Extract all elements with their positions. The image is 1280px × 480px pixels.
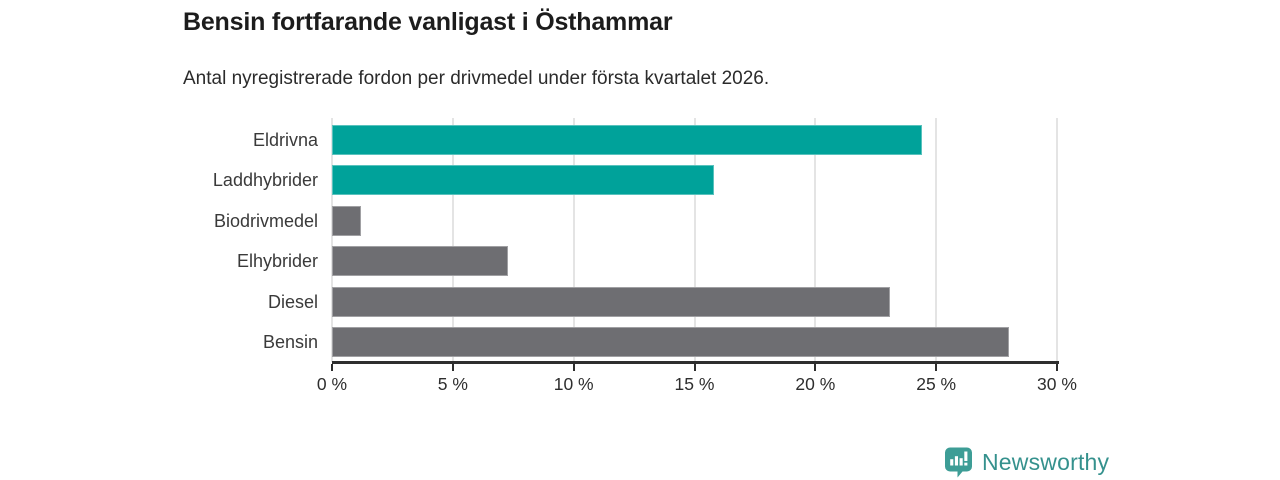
bar-biodrivmedel xyxy=(332,205,361,236)
gridline-15 xyxy=(693,118,696,362)
x-tick-25 xyxy=(935,364,938,371)
x-tick-label-0: 0 % xyxy=(316,374,348,394)
category-label-biodrivmedel: Biodrivmedel xyxy=(213,210,318,231)
category-label-diesel: Diesel xyxy=(267,291,318,312)
x-tick-20 xyxy=(814,364,817,371)
gridline-20 xyxy=(814,118,817,362)
category-label-eldrivna: Eldrivna xyxy=(252,130,318,150)
x-tick-15 xyxy=(693,364,696,371)
category-label-bensin: Bensin xyxy=(262,332,318,352)
x-tick-label-10: 10 % xyxy=(553,374,594,394)
gridline-30 xyxy=(1056,118,1058,362)
x-tick-label-20: 20 % xyxy=(795,374,836,394)
gridline-25 xyxy=(935,118,938,362)
x-tick-0 xyxy=(331,364,333,371)
gridline-0 xyxy=(331,118,333,362)
newsworthy-logo-text: Newsworthy xyxy=(982,449,1110,475)
x-tick-label-15: 15 % xyxy=(674,374,715,394)
bar-bensin xyxy=(332,327,1009,357)
x-tick-30 xyxy=(1056,364,1058,371)
bar-diesel xyxy=(332,286,891,317)
x-tick-label-5: 5 % xyxy=(437,374,468,394)
x-tick-10 xyxy=(572,364,575,371)
category-label-laddhybrider: Laddhybrider xyxy=(212,170,318,191)
category-label-elhybrider: Elhybrider xyxy=(236,251,318,272)
newsworthy-logo[interactable]: Newsworthy xyxy=(944,447,1109,478)
bar-laddhybrider xyxy=(332,165,714,196)
x-axis-line xyxy=(332,361,1059,364)
x-tick-label-30: 30 % xyxy=(1037,374,1077,394)
gridline-5 xyxy=(451,118,454,362)
gridline-10 xyxy=(572,118,575,362)
bar-elhybrider xyxy=(332,246,509,277)
x-tick-label-25: 25 % xyxy=(916,374,957,394)
plot-area xyxy=(331,118,1058,362)
newsworthy-logo-icon xyxy=(945,447,972,478)
chart-title: Bensin fortfarande vanligast i Östhammar xyxy=(183,8,673,36)
x-tick-5 xyxy=(451,364,454,371)
chart-subtitle: Antal nyregistrerade fordon per drivmede… xyxy=(183,68,770,89)
bar-eldrivna xyxy=(332,125,922,155)
